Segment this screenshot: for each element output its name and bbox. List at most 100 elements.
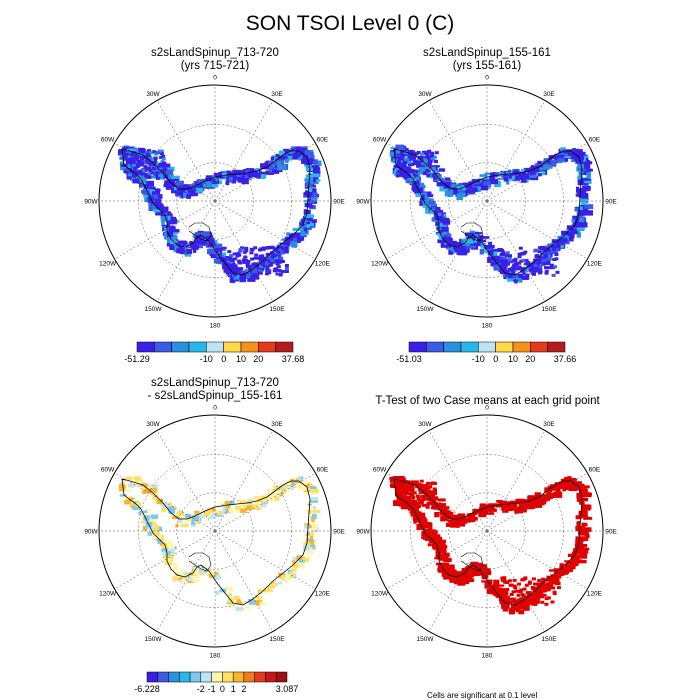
- grid-cell: [581, 544, 588, 548]
- grid-cell: [187, 580, 195, 583]
- meridian-line: [114, 530, 216, 590]
- grid-cell: [244, 259, 249, 262]
- grid-cell: [307, 509, 312, 514]
- grid-cell: [517, 582, 521, 586]
- grid-cell: [152, 494, 159, 500]
- grid-cell: [542, 252, 549, 255]
- colorbar-case2: -51.03 37.66 -10 0 10 20: [396, 341, 576, 364]
- grid-cell: [130, 157, 135, 161]
- grid-cell: [583, 538, 589, 542]
- grid-cell: [553, 568, 558, 573]
- grid-cell: [522, 266, 532, 270]
- grid-cell: [303, 227, 307, 233]
- grid-cell: [404, 151, 409, 155]
- grid-cell: [444, 190, 449, 197]
- grid-cell: [442, 516, 446, 520]
- coastline: [393, 478, 583, 606]
- grid-cell: [584, 180, 592, 184]
- grid-cell: [549, 156, 553, 162]
- grid-cell: [396, 159, 401, 163]
- grid-cell: [311, 173, 320, 178]
- grid-cell: [145, 174, 150, 178]
- grid-cell: [184, 189, 191, 192]
- grid-cell: [250, 257, 255, 261]
- grid-cell: [439, 185, 448, 192]
- grid-cell: [508, 170, 514, 175]
- meridian-line: [486, 430, 546, 532]
- colorbar-tick-label: -10: [472, 354, 485, 364]
- colorbar-swatch: [168, 671, 180, 683]
- grid-cell: [148, 204, 157, 211]
- grid-cell: [268, 585, 276, 588]
- grid-cell: [450, 183, 456, 188]
- grid-cell: [417, 185, 425, 188]
- grid-cell: [191, 514, 197, 517]
- grid-cell: [235, 276, 244, 280]
- grid-cell: [142, 184, 150, 188]
- grid-cell: [270, 156, 275, 161]
- grid-cell: [125, 160, 134, 164]
- grid-cell: [158, 162, 163, 166]
- grid-cell: [583, 208, 589, 215]
- panel-title-line1: s2sLandSpinup_155-161: [423, 47, 551, 59]
- grid-cell: [484, 245, 494, 249]
- grid-cell: [312, 167, 321, 171]
- grid-cell: [513, 601, 518, 605]
- grid-cell: [399, 483, 404, 487]
- grid-cell: [166, 540, 173, 544]
- grid-cell: [260, 262, 265, 266]
- longitude-label: 30W: [418, 91, 432, 98]
- grid-cell: [161, 170, 166, 174]
- grid-cell: [142, 190, 150, 195]
- grid-cell: [486, 579, 493, 584]
- grid-cell: [183, 246, 188, 249]
- grid-cell: [161, 154, 166, 158]
- longitude-label: 150W: [145, 306, 163, 313]
- grid-cell: [219, 252, 227, 258]
- grid-cell: [415, 193, 423, 197]
- grid-cell: [514, 508, 520, 514]
- grid-cell: [143, 515, 150, 521]
- grid-cell: [553, 265, 557, 269]
- grid-cell: [235, 508, 242, 513]
- grid-cell: [586, 172, 591, 179]
- grid-cell: [505, 598, 510, 601]
- grid-cell: [478, 511, 487, 518]
- grid-cell: [190, 241, 195, 247]
- grid-cell: [172, 229, 180, 233]
- grid-cell: [305, 550, 314, 555]
- grid-cell: [557, 154, 565, 159]
- colorbar-min-label: -51.03: [396, 354, 422, 364]
- grid-cell: [517, 273, 522, 277]
- grid-cell: [162, 163, 171, 168]
- grid-cell: [526, 260, 530, 264]
- colorbar-tick-label: 20: [253, 354, 263, 364]
- grid-cell: [293, 556, 299, 562]
- grid-cell: [577, 554, 584, 557]
- longitude-label: 90E: [333, 529, 345, 536]
- grid-cell: [497, 592, 502, 596]
- grid-cell: [534, 492, 541, 497]
- grid-cell: [213, 572, 219, 575]
- grid-cell: [531, 577, 536, 581]
- grid-cell: [276, 250, 281, 254]
- grid-cell: [419, 485, 424, 488]
- grid-cell: [440, 506, 450, 510]
- grid-cell: [233, 596, 240, 600]
- grid-cell: [147, 176, 152, 179]
- grid-cell: [499, 258, 504, 262]
- grid-cell: [244, 500, 252, 504]
- grid-cell: [410, 163, 415, 166]
- longitude-label: 30E: [271, 91, 283, 98]
- grid-cell: [427, 527, 433, 532]
- grid-cell: [131, 163, 136, 167]
- grid-cell: [124, 170, 129, 174]
- grid-cell: [540, 595, 545, 599]
- grid-cell: [554, 248, 559, 252]
- grid-cell: [150, 202, 155, 207]
- grid-cell: [532, 272, 536, 276]
- grid-cell: [259, 269, 264, 273]
- grid-cell: [261, 260, 270, 265]
- grid-cell: [262, 498, 267, 504]
- grid-cell: [403, 498, 410, 505]
